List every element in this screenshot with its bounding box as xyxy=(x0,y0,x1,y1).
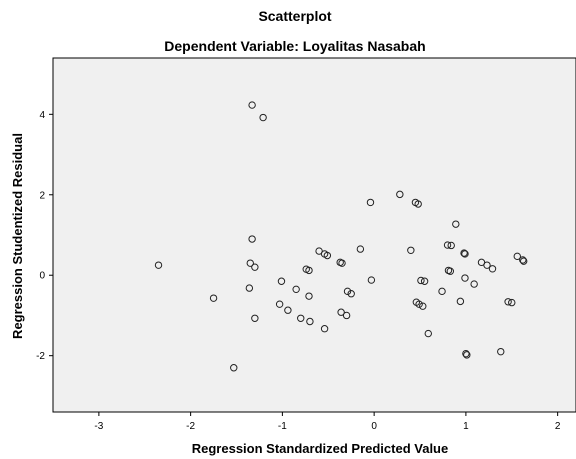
data-point xyxy=(347,290,355,298)
data-point xyxy=(443,241,452,249)
data-point xyxy=(424,329,432,338)
x-axis-label: Regression Standardized Predicted Value xyxy=(192,441,448,456)
data-point xyxy=(470,280,478,288)
data-point xyxy=(419,302,427,310)
data-point xyxy=(366,198,375,207)
data-point xyxy=(519,256,527,264)
data-point xyxy=(407,246,415,254)
data-point xyxy=(417,276,425,285)
data-point xyxy=(415,300,423,308)
data-point xyxy=(520,257,528,265)
data-point xyxy=(297,314,305,322)
y-tick-label: 2 xyxy=(39,190,45,201)
data-point xyxy=(259,113,267,122)
data-point xyxy=(367,276,376,284)
data-point xyxy=(462,349,470,358)
x-axis-ticks: -3 -2 -1 0 1 2 xyxy=(94,412,561,432)
data-point xyxy=(483,261,491,269)
data-point xyxy=(513,252,521,261)
data-point xyxy=(343,287,352,296)
data-point xyxy=(508,298,516,307)
x-tick-label: -3 xyxy=(94,421,103,432)
data-point xyxy=(305,292,313,300)
data-point xyxy=(446,267,454,275)
data-point xyxy=(284,306,292,314)
data-points xyxy=(154,101,528,372)
data-point xyxy=(323,251,332,260)
data-point xyxy=(338,259,346,267)
data-point xyxy=(305,266,313,275)
x-tick-label: 0 xyxy=(371,421,377,432)
data-point xyxy=(275,300,284,308)
data-point xyxy=(396,190,404,199)
data-point xyxy=(245,284,254,292)
data-point xyxy=(320,325,329,333)
data-point xyxy=(497,347,505,356)
data-point xyxy=(246,259,254,267)
data-point xyxy=(154,261,163,269)
data-point xyxy=(342,311,351,320)
data-point xyxy=(488,265,497,273)
data-point xyxy=(461,250,469,258)
y-tick-label: -2 xyxy=(36,351,45,362)
data-point xyxy=(438,287,446,296)
data-point xyxy=(356,245,365,253)
data-point xyxy=(251,263,259,271)
plot-area xyxy=(52,57,576,413)
data-point xyxy=(277,277,286,285)
data-point xyxy=(248,235,256,243)
data-point xyxy=(504,298,512,306)
data-point xyxy=(461,274,469,282)
y-tick-label: 4 xyxy=(39,110,45,121)
data-point xyxy=(447,241,455,250)
data-point xyxy=(420,277,429,285)
data-point xyxy=(460,249,468,257)
data-point xyxy=(456,297,465,306)
data-point xyxy=(251,314,259,322)
data-point xyxy=(414,200,422,208)
data-point xyxy=(292,285,300,294)
x-tick-label: 2 xyxy=(555,421,561,432)
y-tick-label: 0 xyxy=(39,271,45,282)
data-point xyxy=(230,364,238,372)
x-tick-label: 1 xyxy=(463,421,469,432)
data-point xyxy=(209,294,218,302)
data-point xyxy=(452,220,460,228)
chart-subtitle: Dependent Variable: Loyalitas Nasabah xyxy=(164,38,425,54)
data-point xyxy=(463,351,471,359)
x-tick-label: -1 xyxy=(278,421,287,432)
x-tick-label: -2 xyxy=(186,421,195,432)
y-axis-label: Regression Studentized Residual xyxy=(10,133,25,339)
chart-title: Scatterplot xyxy=(258,8,331,24)
data-point xyxy=(337,308,345,316)
data-point xyxy=(248,101,256,109)
y-axis-ticks: -2 0 2 4 xyxy=(36,110,53,362)
data-point xyxy=(306,317,314,326)
